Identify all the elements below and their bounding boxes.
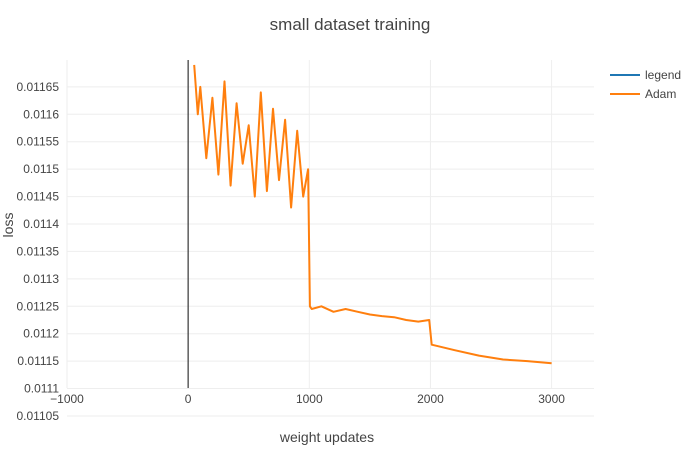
y-tick-label: 0.01115 bbox=[17, 354, 59, 368]
x-tick-label: 0 bbox=[185, 392, 192, 406]
y-tick-label: 0.0111 bbox=[24, 382, 59, 396]
x-tick-label: 2000 bbox=[417, 392, 444, 406]
x-tick-label: 3000 bbox=[538, 392, 565, 406]
x-axis-title: weight updates bbox=[279, 429, 374, 445]
legend-label: legend bbox=[645, 68, 681, 82]
series-line-adam bbox=[193, 64, 552, 365]
y-tick-label: 0.01135 bbox=[17, 244, 60, 258]
legend: legend Adam bbox=[610, 68, 681, 101]
y-tick-label: 0.0116 bbox=[23, 107, 59, 121]
y-tick-label: 0.01155 bbox=[17, 135, 60, 149]
series-lines bbox=[193, 64, 552, 365]
axes: 0.01105 0.0111 0.01115 0.0112 0.01125 0.0113 0… bbox=[17, 60, 565, 423]
chart-title: small dataset training bbox=[270, 15, 431, 34]
x-tick-label: 1000 bbox=[296, 392, 323, 406]
y-axis-title: loss bbox=[0, 213, 16, 238]
y-tick-label: 0.01125 bbox=[17, 299, 60, 313]
y-tick-label: 0.01165 bbox=[17, 80, 60, 94]
y-tick-label: 0.0114 bbox=[23, 217, 59, 231]
grid bbox=[66, 60, 594, 417]
y-tick-label: 0.0115 bbox=[23, 162, 59, 176]
y-tick-label: 0.0112 bbox=[23, 327, 59, 341]
y-tick-label: 0.0113 bbox=[23, 272, 59, 286]
x-tick-label: −1000 bbox=[50, 392, 84, 406]
y-tick-label: 0.01145 bbox=[17, 190, 60, 204]
legend-label: Adam bbox=[645, 87, 676, 101]
y-tick-label: 0.01105 bbox=[17, 409, 60, 423]
